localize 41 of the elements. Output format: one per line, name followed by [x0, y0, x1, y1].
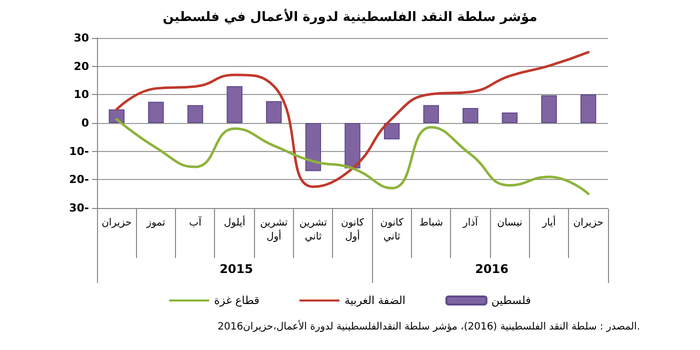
bar	[502, 112, 518, 123]
x-tick-label: تموز	[146, 218, 166, 228]
bar	[305, 123, 322, 172]
y-tick-label: 20-	[69, 173, 89, 186]
chart-title: مؤشر سلطة النقد الفلسطينية لدورة الأعمال في فلسطين	[162, 8, 538, 25]
text: المصدر : سلطة النقد الفلسطينية (2016)، مؤشر سلطة النقدالفلسطينية لدورة الأعمال،حزيران2016.	[218, 320, 640, 332]
bar	[344, 123, 360, 168]
x-tick-label: تشرين أول	[260, 218, 288, 242]
x-tick-label: نيسان	[497, 218, 522, 228]
x-tick-label: أيار	[541, 216, 556, 228]
bar	[541, 95, 557, 123]
x-tick-label: حزيران	[102, 218, 132, 228]
bar	[462, 108, 478, 123]
y-tick-label: 10-	[69, 144, 89, 158]
x-tick-label: آذار	[462, 216, 480, 228]
bar	[580, 94, 596, 123]
y-tick-label: 20	[74, 60, 90, 73]
line-series	[115, 50, 590, 188]
x-tick-label: تشرين ثاني	[299, 218, 328, 242]
y-tick-label: 30	[74, 32, 90, 44]
legend-label: قطاع غزة	[214, 294, 260, 307]
x-tick-label: آب	[189, 216, 203, 228]
bar	[148, 102, 164, 123]
bar	[266, 101, 282, 123]
line-series	[115, 118, 590, 196]
bar	[226, 86, 242, 123]
text: 2015	[220, 262, 253, 276]
x-tick-label: كانون ثاني	[380, 218, 404, 242]
bar	[384, 123, 400, 140]
y-tick-label: 0	[81, 116, 90, 130]
y-tick-label: 30-	[69, 202, 89, 214]
legend-label: فلسطين	[491, 294, 531, 307]
legend-label: الضفة الغربية	[344, 294, 406, 307]
text: 2016	[475, 262, 508, 276]
y-tick-label: 10	[74, 88, 90, 102]
bar	[423, 105, 439, 123]
x-tick-label: حزيران	[573, 218, 604, 228]
x-tick-label: أيلول	[224, 216, 246, 228]
x-tick-label: شباط	[419, 218, 443, 228]
bar	[187, 105, 204, 123]
x-tick-label: كانون أول	[340, 218, 364, 242]
